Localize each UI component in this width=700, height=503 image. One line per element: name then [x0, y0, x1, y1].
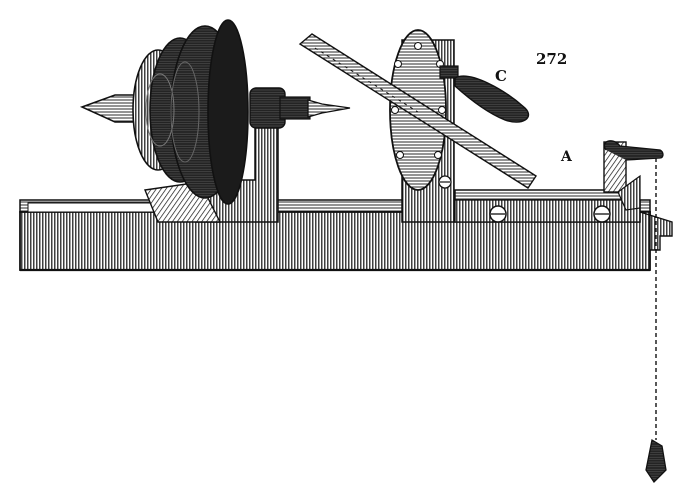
slide-rest — [454, 189, 641, 223]
slide-bar — [298, 33, 537, 189]
stepped-pulley — [132, 19, 249, 205]
cord-with-weight — [645, 158, 667, 484]
crank-post — [603, 140, 664, 211]
handle — [439, 65, 530, 123]
label-a: A — [561, 149, 572, 165]
label-c: C — [495, 67, 507, 85]
figure-number: 272 — [536, 50, 568, 68]
